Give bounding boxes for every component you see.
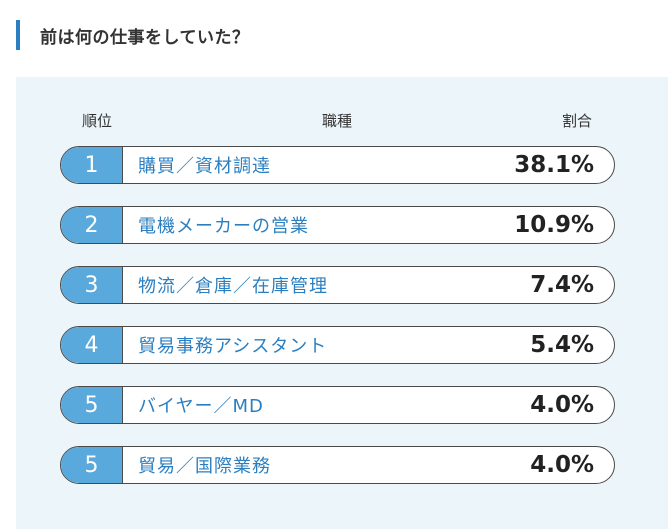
column-header-job: 職種 (322, 112, 353, 130)
rank-badge: 4 (61, 327, 123, 363)
section-heading: 前は何の仕事をしていた？ (16, 20, 250, 50)
heading-title: 前は何の仕事をしていた？ (40, 27, 250, 48)
share-value: 5.4% (530, 332, 594, 358)
column-header-rank: 順位 (82, 112, 113, 130)
share-value: 7.4% (530, 272, 594, 298)
ranking-row: 5 バイヤー／MD 4.0% (60, 386, 615, 424)
rank-badge: 2 (61, 207, 123, 243)
job-label: バイヤー／MD (138, 396, 264, 417)
job-label: 貿易事務アシスタント (138, 336, 328, 357)
ranking-row: 1 購買／資材調達 38.1% (60, 146, 615, 184)
ranking-row: 2 電機メーカーの営業 10.9% (60, 206, 615, 244)
rank-badge: 5 (61, 387, 123, 423)
ranking-row: 5 貿易／国際業務 4.0% (60, 446, 615, 484)
job-label: 貿易／国際業務 (138, 456, 271, 477)
rank-badge: 3 (61, 267, 123, 303)
column-header-share: 割合 (562, 112, 593, 130)
ranking-row: 4 貿易事務アシスタント 5.4% (60, 326, 615, 364)
share-value: 38.1% (514, 152, 594, 178)
job-label: 物流／倉庫／在庫管理 (138, 276, 328, 297)
heading-accent-bar (16, 20, 20, 50)
rank-badge: 1 (61, 147, 123, 183)
share-value: 4.0% (530, 392, 594, 418)
ranking-row: 3 物流／倉庫／在庫管理 7.4% (60, 266, 615, 304)
share-value: 4.0% (530, 452, 594, 478)
job-label: 電機メーカーの営業 (138, 216, 309, 237)
rank-badge: 5 (61, 447, 123, 483)
share-value: 10.9% (514, 212, 594, 238)
job-label: 購買／資材調達 (138, 156, 271, 177)
